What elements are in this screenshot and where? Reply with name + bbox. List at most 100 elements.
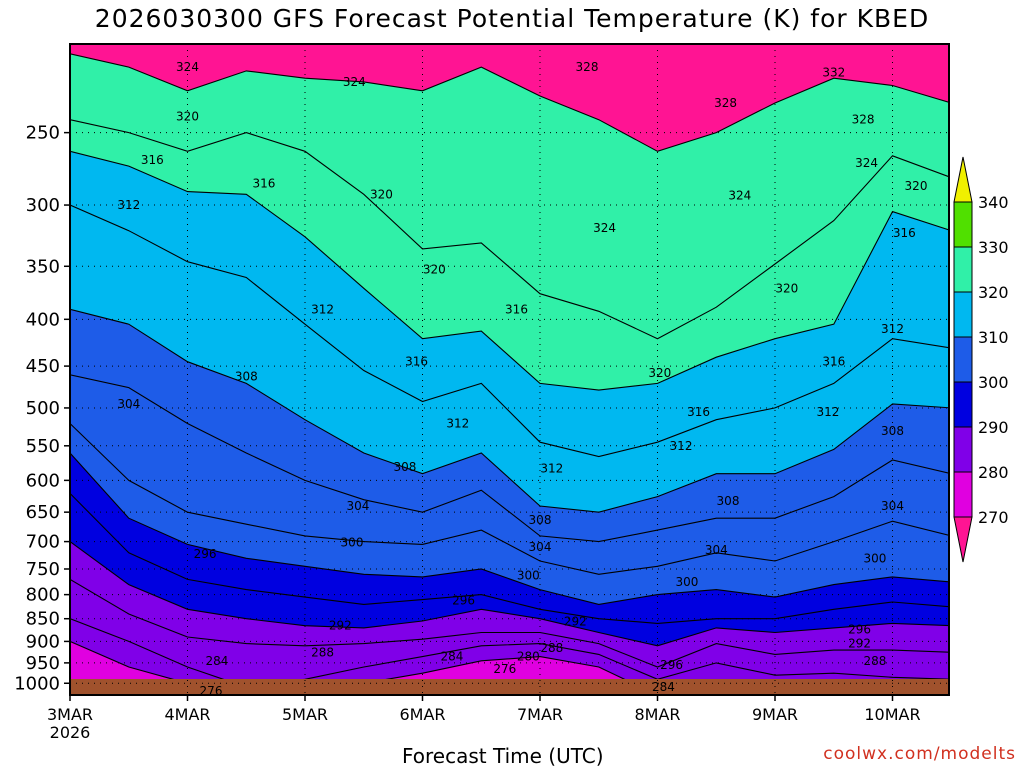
contour-292 [70,493,949,624]
ytick-label-700: 700 [26,532,60,553]
contour-label-276: 276 [200,684,223,698]
contour-label-328: 328 [576,60,599,74]
ytick-label-300: 300 [26,195,60,216]
contour-label-316: 316 [505,302,528,316]
contour-label-304: 304 [117,397,140,411]
contour-label-296: 296 [194,547,217,561]
colorbar-segment-290 [953,381,973,428]
contour-316 [70,150,949,391]
contour-label-324: 324 [728,189,751,203]
contour-label-324: 324 [855,156,878,170]
contour-label-300: 300 [517,568,540,582]
contour-label-320: 320 [370,187,393,201]
colorbar-label-300: 300 [978,373,1009,392]
contour-label-288: 288 [540,641,563,655]
source-credit[interactable]: coolwx.com/modelts [823,744,1016,764]
contour-label-320: 320 [423,263,446,277]
contour-label-324: 324 [176,60,199,74]
ytick-label-1000: 1000 [14,673,60,694]
contour-label-296: 296 [452,594,475,608]
contour-label-312: 312 [446,417,469,431]
contour-label-312: 312 [670,439,693,453]
colorbar-label-320: 320 [978,283,1009,302]
contour-label-316: 316 [687,405,710,419]
xtick-label-8MAR: 8MAR [634,705,680,724]
contour-label-320: 320 [176,109,199,123]
xtick-label-4MAR: 4MAR [164,705,210,724]
ytick-label-350: 350 [26,256,60,277]
contour-324 [70,53,949,152]
ytick-label-250: 250 [26,123,60,144]
x-axis-title: Forecast Time (UTC) [402,744,604,768]
contour-label-300: 300 [863,551,886,565]
contour-308 [70,308,949,513]
contour-label-304: 304 [705,543,728,557]
contour-label-312: 312 [540,461,563,475]
contour-label-332: 332 [822,66,845,80]
xtick-label-3MAR: 3MAR [47,705,93,724]
contour-label-288: 288 [863,654,886,668]
contour-label-316: 316 [141,153,164,167]
ytick-label-900: 900 [26,631,60,652]
contour-label-304: 304 [881,499,904,513]
band-276 [70,641,949,695]
ytick-label-600: 600 [26,470,60,491]
contour-label-320: 320 [648,366,671,380]
colorbar-label-270: 270 [978,508,1009,527]
contour-label-316: 316 [893,226,916,240]
contour-300 [70,423,949,575]
contour-label-284: 284 [440,650,463,664]
xtick-label-6MAR: 6MAR [399,705,445,724]
contour-280 [70,618,949,688]
colorbar-arrow-bottom [953,516,973,563]
contour-label-316: 316 [405,355,428,369]
ytick-label-400: 400 [26,309,60,330]
xtick-label-7MAR: 7MAR [517,705,563,724]
ytick-label-950: 950 [26,653,60,674]
contour-320 [70,119,949,340]
contour-label-292: 292 [329,619,352,633]
contour-label-308: 308 [529,513,552,527]
band-280 [70,618,949,695]
contour-label-296: 296 [848,622,871,636]
contour-296 [70,452,949,605]
contour-label-296: 296 [660,658,683,672]
contour-label-320: 320 [905,179,928,193]
colorbar-segment-330 [953,201,973,248]
plot-frame [69,43,950,696]
contour-312 [70,204,949,458]
colorbar-label-330: 330 [978,238,1009,257]
ytick-label-550: 550 [26,436,60,457]
contour-label-324: 324 [343,75,366,89]
contour-label-312: 312 [117,198,140,212]
contour-label-308: 308 [235,370,258,384]
ground-surface [70,679,949,695]
contour-label-320: 320 [775,281,798,295]
ytick-label-500: 500 [26,398,60,419]
contour-label-308: 308 [717,494,740,508]
contour-label-328: 328 [852,113,875,127]
contour-label-288: 288 [311,645,334,659]
xtick-label-10MAR: 10MAR [864,705,920,724]
contour-284 [70,578,949,668]
contour-304 [70,374,949,543]
colorbar-label-280: 280 [978,463,1009,482]
contour-label-312: 312 [816,405,839,419]
contour-label-284: 284 [652,680,675,694]
contour-label-304: 304 [529,540,552,554]
ytick-label-850: 850 [26,609,60,630]
contour-label-292: 292 [564,615,587,629]
contour-label-324: 324 [593,221,616,235]
colorbar-segment-270 [953,471,973,518]
contour-label-312: 312 [881,322,904,336]
contour-label-280: 280 [517,650,540,664]
colorbar-segment-300 [953,336,973,383]
contour-label-308: 308 [881,424,904,438]
contour-label-312: 312 [311,302,334,316]
contour-label-328: 328 [714,96,737,110]
contour-label-316: 316 [822,355,845,369]
contour-288 [70,541,949,647]
contour-label-304: 304 [346,499,369,513]
colorbar-label-290: 290 [978,418,1009,437]
